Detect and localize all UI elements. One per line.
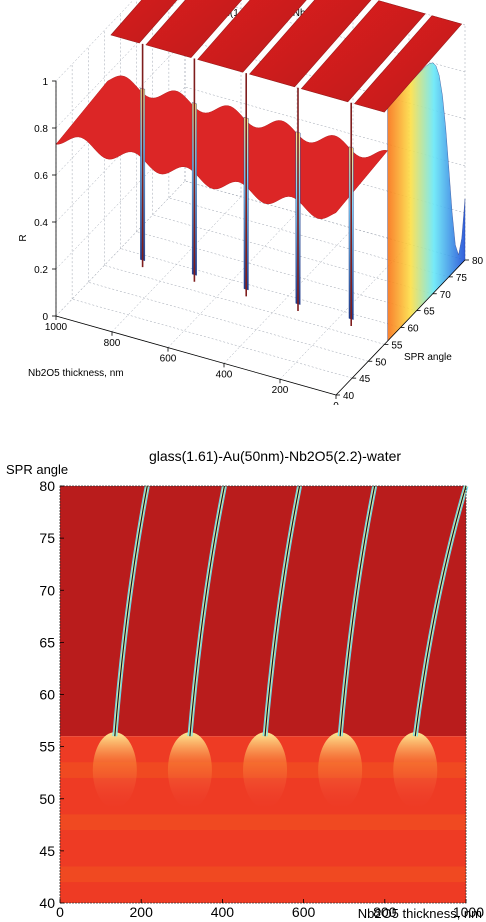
x-tick-label: 0 bbox=[56, 904, 64, 920]
z-tick-label: 0.8 bbox=[34, 124, 48, 135]
x-tick-label: 600 bbox=[292, 904, 316, 920]
grid-line bbox=[55, 180, 186, 317]
top-chart-xlabel: Nb2O5 thickness, nm bbox=[28, 368, 124, 379]
heatmap-resonance-lines bbox=[112, 485, 469, 737]
surface-plateau bbox=[110, 0, 178, 44]
x-tick-label: 400 bbox=[216, 369, 233, 380]
y-tick-label: 65 bbox=[424, 307, 436, 318]
resonance-glow bbox=[92, 732, 137, 809]
y-tick-label: 50 bbox=[39, 791, 55, 807]
x-tick-label: 600 bbox=[160, 354, 177, 365]
y-tick-label: 65 bbox=[39, 634, 55, 650]
y-tick-label: 60 bbox=[408, 324, 420, 335]
x-tick-label: 800 bbox=[373, 904, 397, 920]
grid-line bbox=[152, 214, 433, 294]
grid-line bbox=[136, 231, 417, 311]
heatmap-band bbox=[60, 814, 466, 831]
z-tick-label: 1 bbox=[42, 77, 48, 88]
y-tick-label: 45 bbox=[39, 843, 55, 859]
z-tick-label: 0.6 bbox=[34, 171, 48, 182]
y-tick-label: 45 bbox=[359, 374, 371, 385]
y-tick-label: 70 bbox=[440, 290, 452, 301]
resonance-line bbox=[114, 485, 148, 737]
surface-side-wall bbox=[387, 62, 466, 342]
y-tick-label: 55 bbox=[39, 739, 55, 755]
grid-line bbox=[120, 248, 401, 328]
resonance-glow bbox=[318, 732, 363, 809]
surface-plateau bbox=[354, 15, 463, 113]
resonance-line bbox=[339, 485, 376, 737]
grid-line bbox=[55, 0, 134, 82]
grid-line bbox=[88, 282, 369, 362]
heatmap-band bbox=[60, 866, 466, 883]
surface-plateau bbox=[249, 0, 372, 88]
x-tick-label: 0 bbox=[333, 401, 339, 405]
y-tick-label: 55 bbox=[391, 340, 403, 351]
heatmap-chart: glass(1.61)-Au(50nm)-Nb2O5(2.2)-water SP… bbox=[6, 448, 484, 921]
z-tick-label: 0.2 bbox=[34, 265, 48, 276]
y-tick-label: 40 bbox=[343, 391, 355, 402]
y-tick-label: 80 bbox=[39, 478, 55, 494]
x-tick-label: 1000 bbox=[453, 904, 484, 920]
y-tick-label: 80 bbox=[472, 256, 484, 267]
bottom-chart-title: glass(1.61)-Au(50nm)-Nb2O5(2.2)-water bbox=[149, 448, 401, 464]
resonance-line bbox=[189, 485, 226, 737]
heatmap-upper-region bbox=[60, 486, 466, 737]
surface-chart: glass(1.61)-Au(50)-Nb2O5(2.2)-air 020040… bbox=[18, 0, 484, 405]
surface-plateau bbox=[300, 0, 426, 103]
y-tick-label: 75 bbox=[456, 273, 468, 284]
x-tick-label: 400 bbox=[211, 904, 235, 920]
surface-plateau bbox=[197, 0, 307, 73]
bottom-chart-ylabel: SPR angle bbox=[6, 462, 68, 477]
x-tick-label: 1000 bbox=[45, 322, 68, 333]
grid-line bbox=[72, 298, 353, 379]
top-chart-axes: 0200400600800100040455055606570758000.20… bbox=[34, 77, 483, 405]
grid-line bbox=[279, 244, 410, 380]
y-tick-label: 50 bbox=[375, 357, 387, 368]
top-chart-ylabel: SPR angle bbox=[404, 352, 452, 363]
grid-line bbox=[104, 265, 385, 345]
z-tick-label: 0 bbox=[42, 312, 48, 323]
top-chart-surface bbox=[55, 0, 466, 342]
resonance-glow bbox=[167, 732, 212, 809]
y-tick-label: 75 bbox=[39, 530, 55, 546]
y-tick-label: 40 bbox=[39, 895, 55, 911]
grid-line bbox=[167, 212, 298, 348]
resonance-line bbox=[264, 485, 301, 737]
resonance-line bbox=[414, 485, 467, 737]
x-tick-label: 200 bbox=[130, 904, 154, 920]
resonance-glow bbox=[243, 732, 288, 809]
y-tick-label: 70 bbox=[39, 582, 55, 598]
z-tick-label: 0.4 bbox=[34, 218, 48, 229]
bottom-chart-xlabel: Nb2O5 thickness, nm bbox=[358, 906, 482, 921]
resonance-glow bbox=[393, 732, 438, 809]
top-chart-zlabel: R bbox=[18, 234, 29, 241]
y-tick-label: 60 bbox=[39, 687, 55, 703]
x-tick-label: 200 bbox=[272, 385, 289, 396]
surface-plateau bbox=[145, 0, 243, 58]
grid-line bbox=[55, 133, 186, 270]
x-tick-label: 800 bbox=[104, 338, 121, 349]
x-axis bbox=[55, 315, 337, 396]
heatmap-background bbox=[60, 486, 466, 903]
